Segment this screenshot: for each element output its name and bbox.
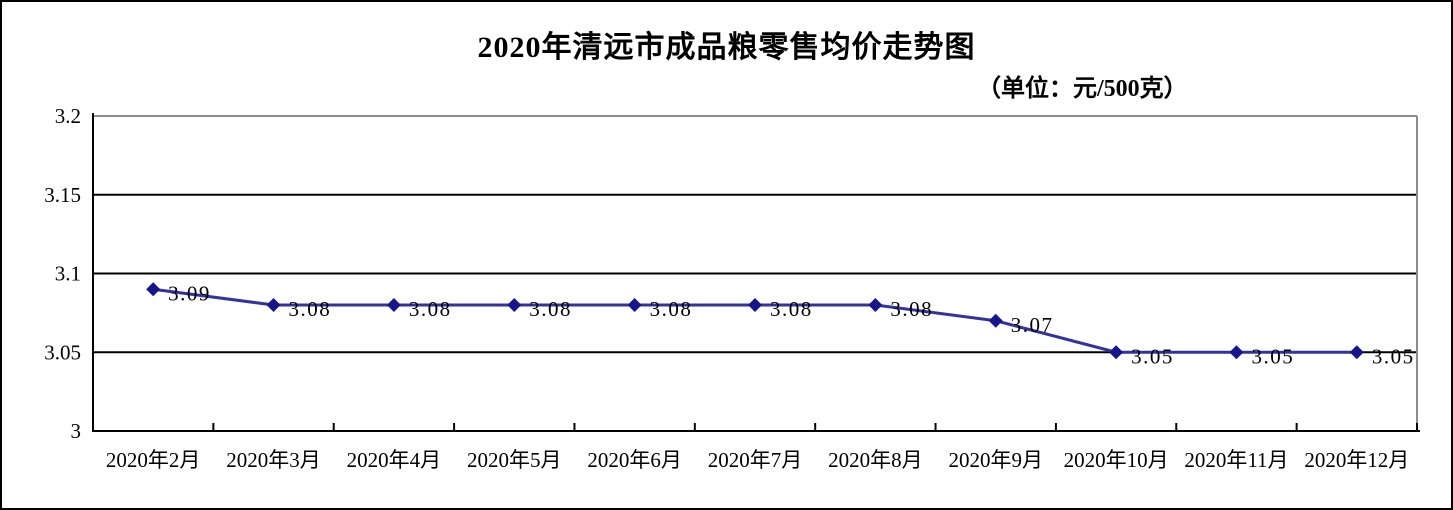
- data-point-label: 3.08: [770, 297, 813, 321]
- data-point-label: 3.05: [1131, 344, 1174, 368]
- data-point-label: 3.08: [890, 297, 933, 321]
- data-point-marker: [146, 282, 161, 297]
- data-point-marker: [868, 298, 883, 312]
- data-point-marker: [1109, 345, 1124, 360]
- data-point-marker: [507, 298, 522, 312]
- x-axis-tick-label: 2020年11月: [1184, 448, 1288, 472]
- y-axis-tick-label: 3.2: [55, 104, 81, 128]
- data-point-label: 3.08: [529, 297, 572, 321]
- data-point-marker: [748, 298, 762, 312]
- data-point-marker: [988, 313, 1003, 328]
- data-point-label: 3.05: [1251, 344, 1294, 368]
- y-axis-tick-label: 3: [71, 419, 82, 443]
- data-point-label: 3.05: [1372, 344, 1415, 368]
- data-point-label: 3.07: [1011, 313, 1054, 337]
- data-point-label: 3.08: [409, 297, 452, 321]
- y-axis-tick-label: 3.05: [44, 340, 81, 364]
- x-axis-tick-label: 2020年9月: [948, 448, 1043, 472]
- data-point-label: 3.08: [650, 297, 693, 321]
- data-point-marker: [1349, 345, 1364, 360]
- data-point-marker: [627, 298, 642, 312]
- data-point-marker: [266, 298, 281, 312]
- data-point-label: 3.09: [168, 281, 211, 305]
- x-axis-tick-label: 2020年8月: [828, 448, 923, 472]
- chart-title: 2020年清远市成品粮零售均价走势图: [477, 31, 976, 64]
- x-axis-tick-label: 2020年4月: [347, 448, 442, 472]
- x-axis-tick-label: 2020年3月: [226, 448, 321, 472]
- x-axis-tick-label: 2020年10月: [1064, 448, 1169, 472]
- x-axis-tick-label: 2020年7月: [708, 448, 803, 472]
- data-point-marker: [1229, 345, 1244, 360]
- y-axis-tick-label: 3.15: [44, 183, 81, 207]
- unit-label: （单位：元/500克）: [977, 76, 1188, 102]
- x-axis-tick-label: 2020年12月: [1304, 448, 1409, 472]
- data-point-marker: [386, 298, 401, 312]
- data-point-label: 3.08: [289, 297, 332, 321]
- x-axis-tick-label: 2020年5月: [467, 448, 562, 472]
- y-axis-tick-label: 3.1: [55, 262, 81, 286]
- x-axis-tick-label: 2020年6月: [587, 448, 682, 472]
- x-axis-tick-label: 2020年2月: [106, 448, 201, 472]
